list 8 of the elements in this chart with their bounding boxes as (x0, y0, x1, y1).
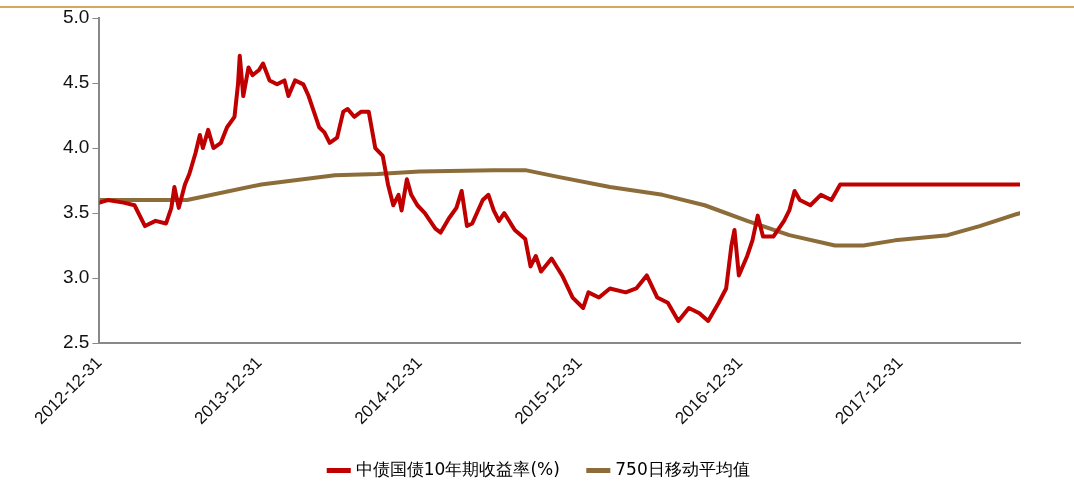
y-tick-label: 4.5 (62, 71, 90, 93)
y-tick-label: 3.5 (62, 201, 90, 223)
y-tick-label: 3.0 (62, 266, 90, 288)
legend-label: 750日移动平均值 (615, 458, 750, 479)
y-tick-label: 5.0 (62, 6, 90, 28)
y-tick-label: 2.5 (62, 331, 90, 353)
legend-label: 中债国债10年期收益率(%) (355, 458, 560, 479)
y-tick-label: 4.0 (62, 136, 90, 158)
